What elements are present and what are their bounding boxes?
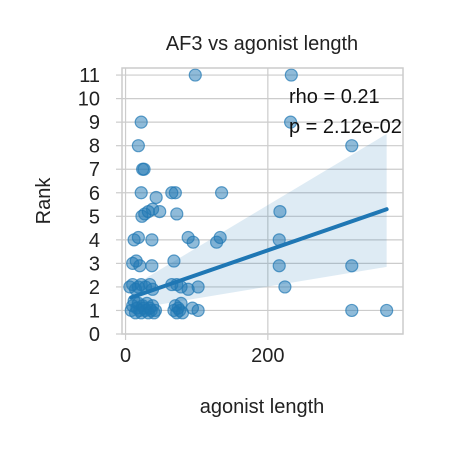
y-tick-label-6: 6: [89, 183, 100, 205]
x-tick-label-1: 200: [251, 345, 284, 367]
regression-line: [129, 207, 389, 300]
y-tick-label-4: 4: [89, 230, 100, 252]
p-value-annotation: p = 2.12e-02: [289, 116, 402, 138]
confidence-band-area: [131, 133, 387, 310]
rho-annotation: rho = 0.21: [289, 86, 380, 108]
data-point-30: [133, 259, 147, 273]
data-point-11: [214, 186, 229, 200]
y-tick-label-7: 7: [89, 159, 100, 181]
y-tick-label-11: 11: [79, 65, 100, 87]
x-axis-label: agonist length: [200, 396, 325, 418]
data-point-18: [170, 207, 184, 221]
regression-line-group: [129, 207, 389, 300]
data-point-2: [284, 115, 298, 129]
data-point-12: [149, 190, 163, 205]
data-point-26: [213, 230, 227, 245]
data-point-33: [272, 259, 286, 273]
scatter-points: [123, 68, 394, 320]
data-point-24: [186, 235, 200, 249]
data-point-31: [145, 259, 159, 273]
data-point-76: [345, 303, 359, 318]
data-point-34: [345, 259, 359, 273]
data-point-66: [148, 303, 163, 318]
data-point-75: [191, 303, 205, 318]
data-point-0: [188, 68, 202, 82]
data-point-17: [153, 204, 167, 219]
y-tick-label-1: 1: [89, 300, 100, 322]
data-point-21: [131, 230, 145, 245]
data-point-7: [137, 162, 151, 176]
data-point-48: [278, 280, 292, 294]
y-tick-label-10: 10: [78, 89, 100, 111]
y-tick-label-3: 3: [89, 253, 100, 275]
data-point-5: [345, 139, 359, 153]
data-point-19: [273, 204, 287, 219]
y-tick-label-0: 0: [89, 324, 100, 346]
plot-frame: [121, 67, 404, 335]
data-point-77: [380, 303, 394, 318]
confidence-band: [131, 133, 387, 310]
y-axis-label: Rank: [33, 177, 55, 225]
data-point-4: [131, 139, 145, 153]
data-point-47: [191, 280, 205, 294]
data-point-8: [134, 186, 148, 200]
x-axis-ticks: 0 200: [120, 334, 285, 367]
y-tick-label-2: 2: [89, 277, 100, 299]
y-tick-label-9: 9: [89, 112, 100, 134]
data-point-3: [134, 115, 148, 129]
x-tick-label-0: 0: [120, 345, 131, 367]
data-point-22: [145, 233, 159, 247]
y-tick-label-5: 5: [89, 206, 100, 228]
data-point-10: [168, 186, 182, 200]
data-point-32: [167, 254, 181, 268]
data-point-1: [284, 68, 298, 82]
chart-title: AF3 vs agonist length: [166, 33, 358, 55]
y-tick-label-8: 8: [89, 136, 100, 158]
